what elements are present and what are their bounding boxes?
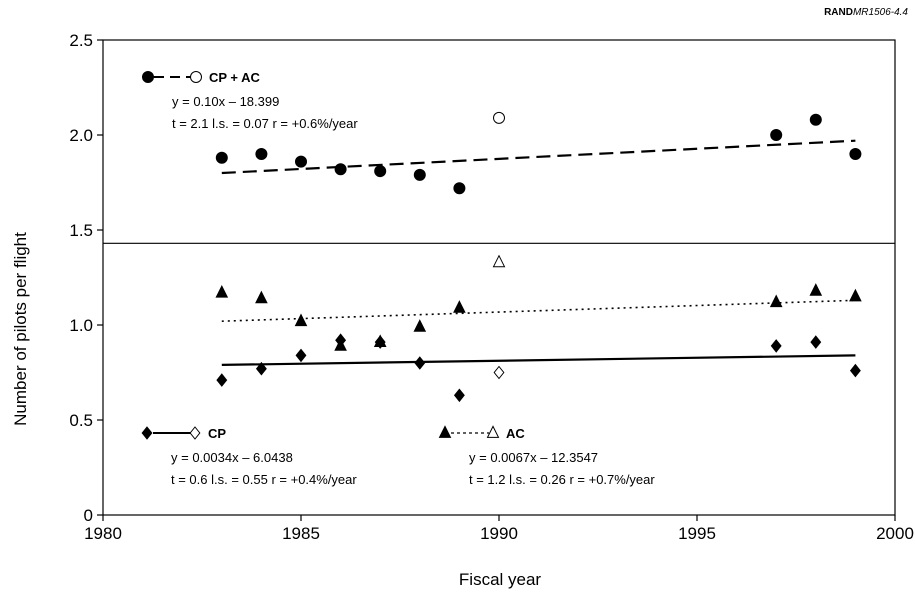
- legend-equation: y = 0.10x – 18.399: [172, 94, 279, 109]
- legend-marker-filled: [438, 425, 452, 438]
- legend-cp-ac: CP + AC y = 0.10x – 18.399 t = 2.1 l.s. = …: [142, 70, 358, 131]
- ac-point: [769, 294, 783, 308]
- legend-marker-filled: [141, 426, 153, 440]
- svg-text:RANDMR1506-4.4: RANDMR1506-4.4: [824, 7, 908, 18]
- figure-id-italic: MR1506-4.4: [853, 7, 908, 18]
- y-tick-label: 1.0: [69, 316, 93, 335]
- cp-point: [770, 339, 782, 353]
- axis-ticks: 1980 1985 1990 1995 2000 0 0.5 1.0 1.5 2.0 2.5: [69, 31, 914, 543]
- cp-point: [295, 348, 307, 363]
- legend-marker-filled: [142, 71, 154, 83]
- ac-point: [334, 338, 347, 351]
- y-axis-title: Number of pilots per flight: [11, 232, 30, 426]
- ac-point: [373, 334, 387, 347]
- data-points: [215, 111, 862, 403]
- legend-series-name: CP + AC: [209, 70, 261, 85]
- cp-ac-outlier-point: [493, 111, 505, 124]
- figure-id-bold: RAND: [824, 7, 853, 18]
- legend-stats: t = 0.6 l.s. = 0.55 r = +0.4%/year: [171, 472, 357, 487]
- y-tick-label: 0.5: [69, 411, 93, 430]
- cp-ac-point: [295, 155, 307, 168]
- ac-point: [453, 300, 466, 313]
- trend-line: [221, 354, 856, 366]
- cp-ac-point: [215, 151, 228, 164]
- y-tick-label: 0: [84, 506, 93, 525]
- cp-ac-point: [255, 148, 268, 160]
- trend-line: [221, 139, 856, 175]
- trend-lines: [221, 139, 856, 366]
- x-tick-label: 2000: [876, 524, 914, 543]
- legend-cp: CP y = 0.0034x – 6.0438 t = 0.6 l.s. = 0.5…: [141, 426, 357, 487]
- ac-point: [215, 284, 229, 298]
- figure-id-label: RANDMR1506-4.4: [824, 7, 908, 18]
- cp-ac-point: [334, 163, 347, 176]
- cp-ac-point: [809, 113, 822, 126]
- legend-marker-open: [486, 425, 500, 438]
- ac-point: [294, 313, 308, 327]
- cp-outlier-point: [493, 365, 505, 380]
- legend-ac: AC y = 0.0067x – 12.3547 t = 1.2 l.s. = 0.…: [438, 425, 655, 487]
- cp-point: [453, 388, 465, 403]
- legend-stats: t = 1.2 l.s. = 0.26 r = +0.7%/year: [469, 472, 655, 487]
- ac-point: [849, 288, 862, 302]
- plot-frame: [102, 39, 896, 516]
- cp-ac-point: [453, 182, 466, 195]
- ac-point: [255, 290, 268, 304]
- cp-ac-point: [849, 148, 862, 160]
- cp-ac-point: [374, 165, 387, 178]
- legend-marker-open: [189, 426, 201, 440]
- ac-point: [809, 283, 823, 296]
- legend-series-name: AC: [506, 426, 525, 441]
- legend-marker-open: [190, 71, 202, 83]
- x-tick-label: 1985: [282, 524, 320, 543]
- ac-point: [413, 319, 427, 332]
- cp-ac-point: [413, 168, 426, 181]
- x-tick-label: 1980: [84, 524, 122, 543]
- plot-border: [102, 39, 896, 516]
- x-tick-label: 1990: [480, 524, 518, 543]
- cp-ac-point: [770, 129, 783, 141]
- y-tick-label: 1.5: [69, 221, 93, 240]
- legends: CP + AC y = 0.10x – 18.399 t = 2.1 l.s. = …: [141, 70, 655, 487]
- trend-line: [221, 299, 856, 322]
- legend-equation: y = 0.0034x – 6.0438: [171, 450, 293, 465]
- legend-equation: y = 0.0067x – 12.3547: [469, 450, 598, 465]
- legend-stats: t = 2.1 l.s. = 0.07 r = +0.6%/year: [172, 116, 358, 131]
- y-tick-label: 2.5: [69, 31, 93, 50]
- cp-point: [216, 373, 228, 387]
- ac-outlier-point: [492, 254, 506, 268]
- cp-point: [414, 356, 426, 370]
- legend-series-name: CP: [208, 426, 226, 441]
- y-tick-label: 2.0: [69, 126, 93, 145]
- cp-point: [810, 335, 822, 349]
- x-tick-label: 1995: [678, 524, 716, 543]
- cp-point: [849, 363, 861, 378]
- x-axis-title: Fiscal year: [459, 570, 542, 589]
- cp-point: [255, 361, 267, 376]
